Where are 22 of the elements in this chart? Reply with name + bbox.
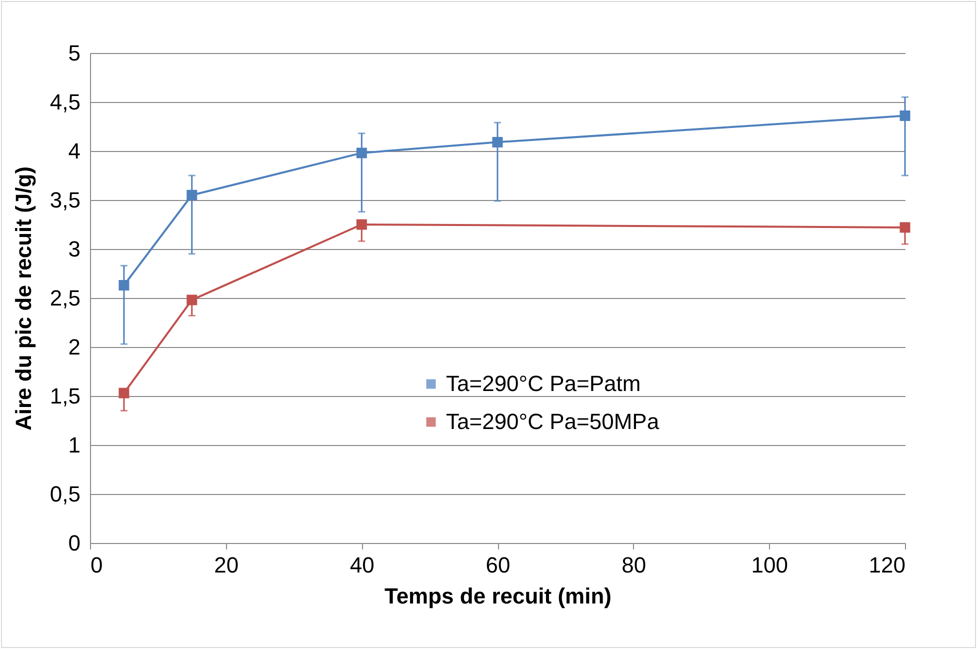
- y-tick-label: 3,5: [50, 188, 80, 212]
- y-tick-label: 0: [68, 530, 80, 556]
- y-tick-label: 1,5: [50, 384, 80, 408]
- x-tick-label: 20: [214, 552, 239, 578]
- legend-label: Ta=290°C Pa=Patm: [446, 371, 641, 396]
- y-tick-label: 2,5: [50, 286, 80, 310]
- x-tick-label: 100: [751, 552, 788, 578]
- y-tick-label: 5: [68, 40, 80, 66]
- y-tick-label: 3: [68, 236, 80, 262]
- x-tick-label: 0: [90, 552, 103, 578]
- x-tick-label: 120: [868, 552, 906, 578]
- x-tick-label: 80: [622, 552, 646, 578]
- x-axis-title: Temps de recuit (min): [384, 584, 612, 608]
- y-tick-label: 0,5: [50, 482, 80, 506]
- y-tick-label: 2: [68, 334, 80, 360]
- x-tick-label: 60: [486, 552, 510, 578]
- x-tick-label: 40: [350, 552, 374, 578]
- y-tick-label: 4,5: [50, 90, 80, 114]
- legend-label: Ta=290°C Pa=50MPa: [446, 409, 660, 434]
- y-tick-label: 4: [68, 138, 80, 164]
- y-axis-title: Aire du pic de recuit (J/g): [10, 166, 36, 431]
- y-tick-label: 1: [68, 432, 80, 458]
